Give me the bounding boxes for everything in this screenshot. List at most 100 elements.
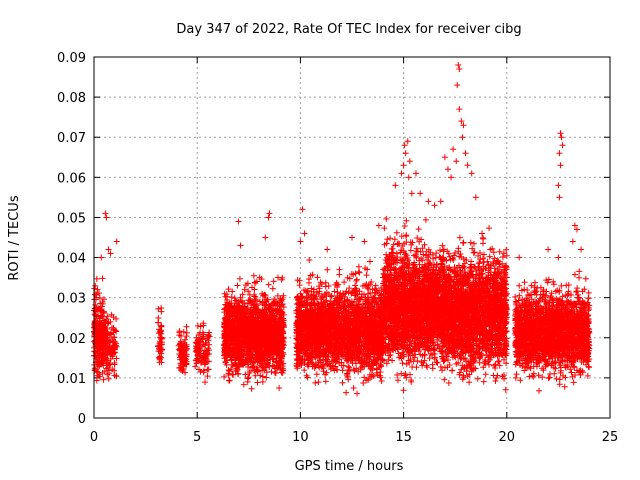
data-point-marker — [245, 374, 252, 381]
data-point-marker — [202, 342, 209, 349]
data-point-marker — [93, 372, 100, 379]
data-point-marker — [107, 355, 114, 362]
data-point-marker — [95, 312, 102, 319]
data-point-marker — [276, 385, 283, 392]
data-point-marker — [350, 385, 357, 392]
chart-title: Day 347 of 2022, Rate Of TEC Index for r… — [176, 22, 521, 37]
data-point-marker — [203, 348, 210, 355]
data-point-marker — [306, 257, 313, 264]
data-point-marker — [178, 366, 185, 373]
data-point-marker — [102, 318, 109, 325]
data-point-marker — [236, 275, 243, 282]
data-point-marker — [105, 375, 112, 382]
data-point-marker — [353, 276, 360, 283]
data-point-marker — [92, 282, 99, 289]
data-point-marker — [322, 378, 329, 385]
x-tick-label: 5 — [193, 430, 201, 445]
y-tick-label: 0.07 — [57, 131, 86, 146]
data-point-marker — [111, 349, 118, 356]
data-point-marker — [182, 353, 189, 360]
data-point-marker — [159, 341, 166, 348]
data-point-marker — [254, 379, 261, 386]
data-point-marker — [263, 374, 270, 381]
data-point-marker — [104, 359, 111, 366]
data-point-marker — [94, 286, 101, 293]
data-point-marker — [104, 334, 111, 341]
data-point-marker — [201, 361, 208, 368]
data-point-marker — [204, 373, 211, 380]
data-point-marker — [176, 329, 183, 336]
data-point-marker — [101, 324, 108, 331]
data-point-marker — [367, 258, 374, 265]
data-point-marker — [363, 272, 370, 279]
data-point-marker — [313, 371, 320, 378]
x-tick-label: 25 — [602, 430, 619, 445]
data-point-marker — [96, 354, 103, 361]
data-point-marker — [305, 279, 312, 286]
data-point-marker — [155, 305, 162, 312]
data-point-marker — [105, 337, 112, 344]
data-point-marker — [183, 323, 190, 330]
data-point-marker — [158, 347, 165, 354]
data-point-marker — [204, 366, 211, 373]
data-point-marker — [372, 282, 379, 289]
data-point-marker — [315, 379, 322, 386]
data-point-marker — [99, 313, 106, 320]
data-point-marker — [355, 263, 362, 270]
data-point-marker — [354, 390, 361, 397]
data-point-marker — [99, 298, 106, 305]
data-point-marker — [312, 379, 319, 386]
data-point-marker — [92, 301, 99, 308]
data-point-marker — [176, 346, 183, 353]
data-point-marker — [301, 367, 308, 374]
data-point-marker — [158, 350, 165, 357]
data-point-marker — [111, 359, 118, 366]
data-point-marker — [105, 364, 112, 371]
data-point-marker — [158, 323, 165, 330]
data-point-marker — [304, 288, 311, 295]
data-point-marker — [110, 338, 117, 345]
y-tick-label: 0.08 — [57, 91, 86, 106]
y-tick-label: 0.05 — [57, 211, 86, 226]
data-point-marker — [352, 282, 359, 289]
data-point-marker — [113, 373, 120, 380]
data-markers — [91, 62, 593, 397]
data-point-marker — [110, 326, 117, 333]
data-point-marker — [325, 282, 332, 289]
data-point-marker — [200, 369, 207, 376]
data-point-marker — [311, 292, 318, 299]
data-point-marker — [178, 341, 185, 348]
data-point-marker — [259, 378, 266, 385]
data-point-marker — [270, 278, 277, 285]
data-point-marker — [331, 288, 338, 295]
data-point-marker — [269, 285, 276, 292]
data-point-marker — [103, 328, 110, 335]
data-point-marker — [96, 330, 103, 337]
data-point-marker — [356, 269, 363, 276]
x-tick-label: 0 — [90, 430, 98, 445]
data-point-marker — [195, 341, 202, 348]
data-point-marker — [353, 277, 360, 284]
data-point-marker — [193, 356, 200, 363]
y-tick-label: 0 — [78, 412, 86, 427]
data-point-marker — [157, 327, 164, 334]
data-point-marker — [194, 352, 201, 359]
data-point-marker — [336, 271, 343, 278]
data-point-marker — [96, 361, 103, 368]
data-point-marker — [178, 352, 185, 359]
data-point-marker — [101, 352, 108, 359]
y-tick-label: 0.04 — [57, 252, 86, 267]
data-point-marker — [175, 342, 182, 349]
data-point-marker — [180, 328, 187, 335]
data-point-marker — [339, 367, 346, 374]
axis-ticks: 00.010.020.030.040.050.060.070.080.090 5 1… — [57, 51, 618, 445]
data-point-marker — [180, 363, 187, 370]
data-point-marker — [182, 336, 189, 343]
data-point-marker — [100, 376, 107, 383]
data-point-marker — [205, 331, 212, 338]
data-point-marker — [102, 345, 109, 352]
data-point-marker — [177, 360, 184, 367]
data-point-marker — [155, 348, 162, 355]
data-point-marker — [226, 377, 233, 384]
